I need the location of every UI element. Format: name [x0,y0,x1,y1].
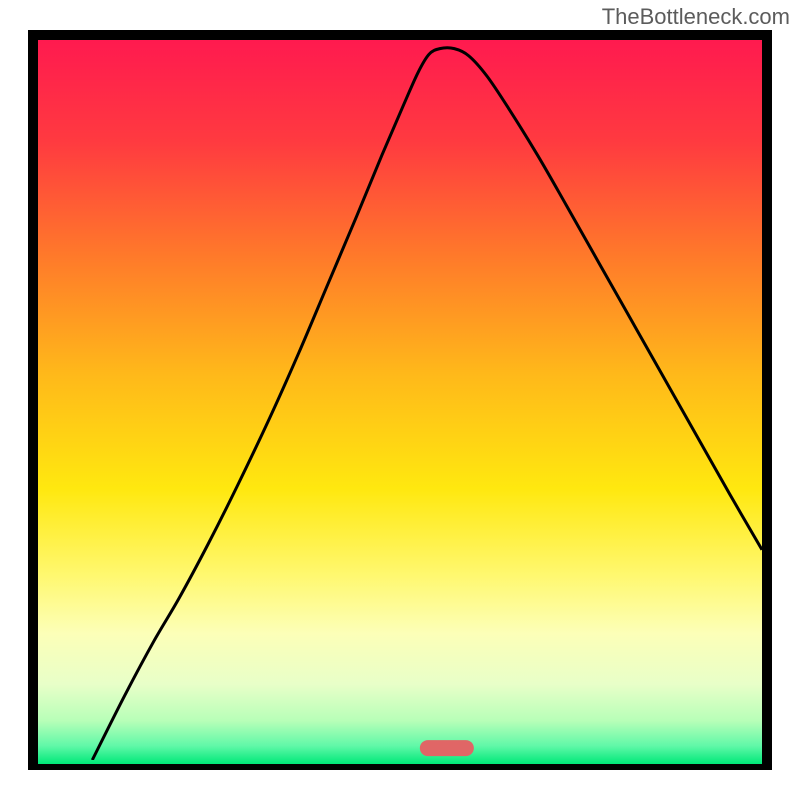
plot-border [28,30,772,770]
plot-area [38,40,762,760]
watermark-text: TheBottleneck.com [602,4,790,30]
bottleneck-curve [38,40,762,760]
chart-container: TheBottleneck.com [0,0,800,800]
optimal-marker [420,741,474,757]
chart-frame [0,30,800,800]
